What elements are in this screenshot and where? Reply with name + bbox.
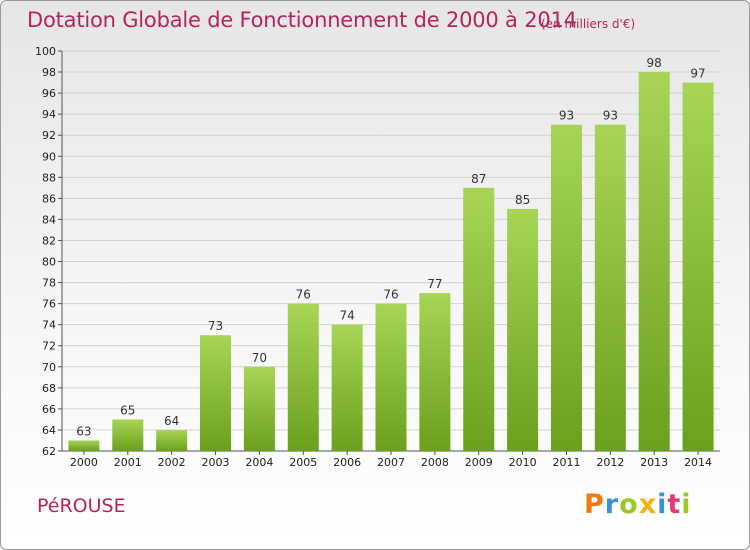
y-tick-label: 94	[42, 108, 56, 121]
x-tick-label: 2000	[70, 456, 98, 469]
bar	[112, 419, 144, 451]
y-tick-label: 92	[42, 129, 56, 142]
bar	[243, 366, 275, 451]
data-label: 98	[647, 56, 662, 70]
town-name: PéROUSE	[37, 495, 126, 517]
x-tick-label: 2014	[684, 456, 712, 469]
data-label: 87	[471, 172, 486, 186]
y-tick-label: 74	[42, 319, 56, 332]
bar	[287, 303, 319, 451]
bar	[419, 293, 451, 451]
data-label: 76	[296, 288, 311, 302]
x-tick-label: 2013	[640, 456, 668, 469]
bar	[156, 429, 188, 451]
x-tick-label: 2004	[245, 456, 273, 469]
bar	[331, 324, 363, 451]
logo-letter: o	[619, 489, 639, 520]
data-label: 85	[515, 193, 530, 207]
y-tick-label: 84	[42, 213, 56, 226]
data-label: 93	[559, 109, 574, 123]
x-tick-label: 2002	[158, 456, 186, 469]
logo-letter: i	[681, 489, 692, 520]
x-tick-label: 2012	[596, 456, 624, 469]
x-tick-label: 2010	[509, 456, 537, 469]
logo-letter: x	[638, 489, 658, 520]
y-tick-label: 72	[42, 340, 56, 353]
y-tick-label: 70	[42, 361, 56, 374]
logo-letter: t	[667, 489, 682, 520]
y-tick-label: 62	[42, 445, 56, 458]
data-label: 77	[427, 277, 442, 291]
x-tick-label: 2006	[333, 456, 361, 469]
y-tick-label: 68	[42, 382, 56, 395]
logo-letter: P	[584, 489, 605, 520]
y-tick-label: 66	[42, 403, 56, 416]
x-tick-label: 2009	[465, 456, 493, 469]
y-tick-label: 90	[42, 150, 56, 163]
proxiti-logo[interactable]: Proxiti	[584, 489, 692, 520]
y-tick-label: 82	[42, 234, 56, 247]
y-tick-label: 100	[35, 45, 56, 58]
y-tick-label: 98	[42, 66, 56, 79]
chart-title: Dotation Globale de Fonctionnement de 20…	[27, 8, 577, 32]
data-label: 76	[383, 288, 398, 302]
x-tick-label: 2001	[114, 456, 142, 469]
data-label: 70	[252, 351, 267, 365]
data-label: 93	[603, 109, 618, 123]
chart-subtitle: (en milliers d'€)	[541, 17, 636, 31]
data-label: 65	[120, 403, 135, 417]
y-tick-label: 86	[42, 192, 56, 205]
x-tick-label: 2008	[421, 456, 449, 469]
bar	[550, 124, 582, 452]
data-label: 74	[339, 309, 354, 323]
y-tick-label: 78	[42, 277, 56, 290]
bar	[594, 124, 626, 452]
y-tick-label: 64	[42, 424, 56, 437]
bar	[507, 208, 539, 451]
logo-letter: r	[604, 489, 620, 520]
bar	[682, 82, 714, 451]
data-label: 64	[164, 414, 179, 428]
bar	[638, 72, 670, 451]
x-tick-label: 2011	[552, 456, 580, 469]
y-tick-label: 96	[42, 87, 56, 100]
bar	[463, 187, 495, 451]
y-tick-label: 88	[42, 171, 56, 184]
data-label: 63	[76, 424, 91, 438]
y-tick-label: 76	[42, 298, 56, 311]
data-label: 97	[690, 67, 705, 81]
bars	[68, 72, 714, 452]
x-tick-label: 2007	[377, 456, 405, 469]
x-tick-label: 2005	[289, 456, 317, 469]
bar	[375, 303, 407, 451]
bar	[68, 440, 100, 451]
labels: 62 64 66 68 70 72 74 76 78 80 82 84 86 88 90 92 94 96 98 10…	[35, 45, 712, 469]
x-tick-label: 2003	[202, 456, 230, 469]
data-label: 73	[208, 319, 223, 333]
bar	[200, 335, 232, 451]
y-tick-label: 80	[42, 256, 56, 269]
logo-letter: i	[657, 489, 668, 520]
